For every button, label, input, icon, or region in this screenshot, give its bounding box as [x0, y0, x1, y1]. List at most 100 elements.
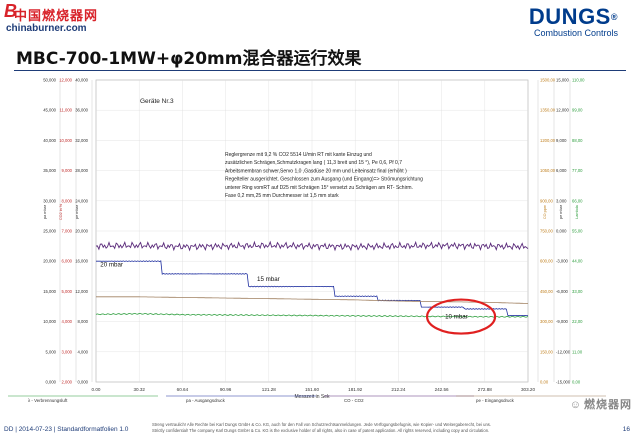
watermark-name: 中国燃烧器网	[14, 9, 99, 24]
y-axis-label: pe mbar	[75, 204, 79, 219]
y-tick-label: 11,00	[572, 349, 583, 354]
y-axis-label: pa mbar	[43, 204, 47, 219]
y-tick-label: 28,000	[75, 168, 88, 173]
y-tick-label: 0,000	[46, 380, 57, 385]
y-tick-label: 9,000	[556, 138, 567, 143]
y-tick-label: 0,000	[78, 380, 89, 385]
y-tick-label: 1350,00	[540, 108, 556, 113]
axes: 0.00 30.32 60.64 90.96 121.28 151.60 181.92 212…	[43, 78, 585, 393]
y-tick-label: 32,000	[75, 138, 88, 143]
y-tick-label: 4,000	[78, 349, 89, 354]
y-tick-label: 20,000	[43, 259, 56, 264]
y-tick-label: 8,000	[78, 319, 89, 324]
y-tick-label: 1500,00	[540, 78, 556, 83]
y-tick-label: 600,00	[540, 259, 553, 264]
y-tick-label: 33,00	[572, 289, 583, 294]
y-tick-label: 55,00	[572, 229, 583, 234]
device-label: Geräte Nr.3	[140, 98, 174, 105]
note-line: Reglergrenze mit 9,2 % CO2 5514 U/min RT…	[225, 152, 372, 158]
footer-meta: DD | 2014-07-23 | Standardformatfolien 1…	[4, 426, 129, 433]
y-tick-label: 6,000	[62, 259, 73, 264]
x-tick-label: 212.24	[391, 387, 405, 392]
y-tick-label: 99,00	[572, 108, 583, 113]
y-tick-label: 750,00	[540, 229, 553, 234]
y-axis-label: pe mbar	[559, 204, 563, 219]
y-tick-label: 12,000	[75, 289, 88, 294]
y-tick-label: 150,00	[540, 349, 553, 354]
y-tick-label: 3,000	[62, 349, 73, 354]
legend: λ - Verbrennungsluft pa - Ausgangsdruck CO…	[8, 395, 606, 403]
annotations: 20 mbar 15 mbar 10 mbar	[100, 262, 497, 335]
note-line: unterer Ring vomRT auf D25 mit Schrägen …	[225, 185, 413, 191]
y-tick-label: 30,000	[43, 198, 56, 203]
pressure-annotation: 15 mbar	[257, 276, 280, 283]
slide-title: MBC-700-1MW+φ20mm混合器运行效果	[16, 49, 362, 69]
wechat-name: 燃烧器网	[584, 398, 632, 411]
watermark-url: chinaburner.com	[6, 23, 87, 34]
y-tick-label: 450,00	[540, 289, 553, 294]
pressure-annotation: 10 mbar	[445, 314, 468, 321]
y-tick-label: 35,000	[43, 168, 56, 173]
series-line-2	[96, 260, 529, 317]
y-tick-label: -15,000	[556, 380, 571, 385]
measurement-chart: 0.00 30.32 60.64 90.96 121.28 151.60 181.92 212…	[8, 78, 606, 403]
x-tick-label: 30.32	[133, 387, 145, 392]
y-axis-label: CO2 in %	[59, 203, 63, 220]
y-tick-label: -3,000	[556, 259, 569, 264]
y-tick-label: 9,000	[62, 168, 73, 173]
grid	[95, 79, 529, 383]
note-line: Regelteller ausgerichtet. Geschlossen zu…	[225, 177, 423, 183]
y-tick-label: 0,00	[540, 380, 549, 385]
y-tick-label: 15,000	[43, 289, 56, 294]
y-tick-label: 22,00	[572, 319, 583, 324]
y-tick-label: 4,000	[62, 319, 73, 324]
y-tick-label: 1050,00	[540, 168, 556, 173]
note-line: Arbeitsmembran schwer,Servo 1,0 ,Gasdüse…	[225, 168, 407, 174]
x-tick-label: 242.56	[435, 387, 449, 392]
legend-entry: pa - Ausgangsdruck	[186, 398, 226, 403]
y-tick-label: 300,00	[540, 319, 553, 324]
logo-subtitle: Combustion Controls	[533, 28, 618, 38]
y-tick-label: 5,000	[62, 289, 73, 294]
y-tick-label: 50,000	[43, 78, 56, 83]
y-tick-label: 16,000	[75, 259, 88, 264]
y-tick-label: 8,000	[62, 198, 73, 203]
x-tick-label: 0.00	[92, 387, 101, 392]
x-tick-label: 90.96	[220, 387, 232, 392]
y-tick-label: -9,000	[556, 319, 569, 324]
legend-entry: CO - CO2	[344, 398, 364, 403]
test-note: Reglergrenze mit 9,2 % CO2 5514 U/min RT…	[225, 152, 423, 199]
y-tick-label: 11,000	[60, 108, 73, 113]
x-tick-label: 60.64	[177, 387, 189, 392]
x-axis-label: Messzeit in Sek	[294, 394, 330, 400]
note-line: Fase 0,2 mm,25 mm Durchmesser ist 1,5 mm…	[225, 193, 339, 199]
y-tick-label: 25,000	[43, 229, 56, 234]
y-tick-label: 24,000	[75, 198, 88, 203]
series-line-3	[95, 240, 529, 252]
legend-entry: pe - Eingangsdruck	[476, 398, 515, 403]
y-tick-label: 900,00	[540, 198, 553, 203]
dungs-logo: DUNGS® Combustion Controls	[529, 6, 618, 39]
y-axis-label: Lambda	[575, 204, 579, 219]
y-tick-label: 10,000	[43, 319, 56, 324]
watermark-b-letter: B	[4, 1, 17, 21]
y-tick-label: 15,000	[556, 78, 569, 83]
footer-legal: Streng vertraulich! Alle Rechte bei Karl…	[152, 422, 522, 434]
series-line-1	[95, 312, 529, 318]
y-tick-label: 20,000	[75, 229, 88, 234]
y-tick-label: 44,00	[572, 259, 583, 264]
y-tick-label: -6,000	[556, 289, 569, 294]
x-tick-label: 272.88	[478, 387, 492, 392]
x-tick-label: 181.92	[348, 387, 362, 392]
series-lines	[95, 240, 529, 318]
y-tick-label: 12,000	[556, 108, 569, 113]
pressure-annotation: 20 mbar	[100, 262, 123, 269]
y-tick-label: 12,000	[59, 78, 72, 83]
y-tick-label: 45,000	[43, 108, 56, 113]
x-tick-label: 303.20	[521, 387, 535, 392]
watermark-logo: B 中国燃烧器网 chinaburner.com	[4, 1, 108, 37]
y-tick-label: 3,000	[556, 198, 567, 203]
y-tick-label: 0,00	[572, 380, 581, 385]
y-tick-label: -12,000	[556, 349, 571, 354]
highlight-circle	[425, 298, 497, 335]
